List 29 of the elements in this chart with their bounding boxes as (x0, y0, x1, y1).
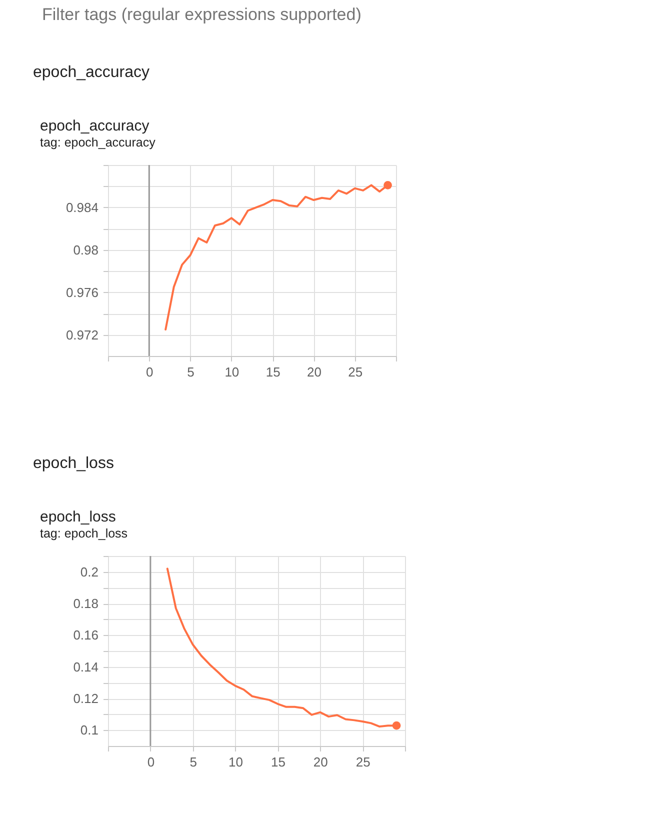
y-tick-label: 0.972 (66, 327, 98, 342)
chart-title: epoch_accuracy (40, 118, 150, 134)
x-tick-label: 20 (313, 754, 328, 770)
y-tick-label: 0.976 (66, 284, 98, 300)
x-tick-label: 5 (187, 364, 194, 380)
x-tick-label: 25 (348, 364, 363, 380)
text: epoch_loss (33, 455, 114, 472)
y-tick-label: 0.18 (73, 596, 98, 611)
chart-subtitle: tag: epoch_accuracy (40, 136, 156, 150)
x-tick-label: 0 (146, 364, 154, 380)
y-tick-label: 0.2 (80, 564, 98, 580)
chart-subtitle: tag: epoch_loss (40, 526, 128, 540)
y-tick-label: 0.984 (66, 200, 98, 215)
x-tick-label: 5 (190, 754, 197, 770)
x-tick-label: 15 (270, 754, 286, 770)
y-tick-label: 0.1 (80, 722, 98, 738)
y-tick-label: 0.14 (73, 659, 98, 674)
x-tick-label: 0 (147, 754, 155, 770)
x-tick-label: 10 (228, 754, 244, 770)
y-tick-label: 0.12 (73, 691, 98, 706)
text: Filter tags (regular expressions supported) (42, 5, 362, 24)
x-tick-label: 10 (224, 364, 240, 380)
x-tick-label: 15 (266, 364, 280, 380)
x-tick-label: 20 (306, 364, 322, 380)
y-tick-label: 0.16 (73, 628, 98, 643)
y-tick-label: 0.98 (73, 242, 98, 258)
x-tick-label: 25 (356, 754, 370, 770)
chart-title: epoch_loss (40, 508, 116, 526)
text: epoch_accuracy (33, 64, 150, 81)
